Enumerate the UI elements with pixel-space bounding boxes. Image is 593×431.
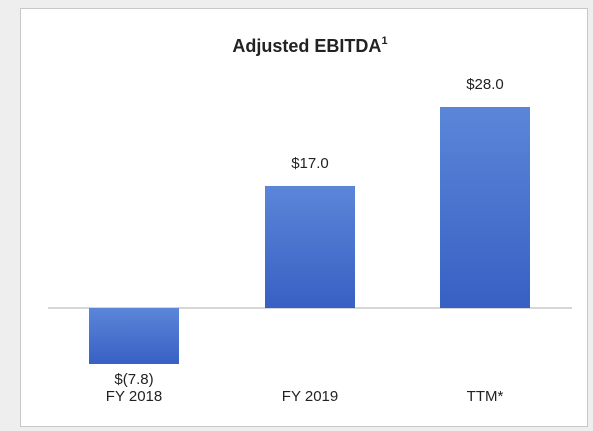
value-label: $28.0 bbox=[466, 76, 504, 93]
x-tick-label: TTM* bbox=[467, 388, 504, 405]
bar bbox=[440, 107, 530, 308]
bar bbox=[89, 308, 179, 364]
title-text: Adjusted EBITDA bbox=[232, 36, 381, 56]
value-label: $(7.8) bbox=[114, 371, 153, 388]
title-superscript: 1 bbox=[381, 35, 387, 47]
value-label: $17.0 bbox=[291, 155, 329, 172]
x-tick-label: FY 2018 bbox=[106, 388, 162, 405]
bar bbox=[265, 185, 355, 308]
x-tick-label: FY 2019 bbox=[282, 388, 338, 405]
chart-title: Adjusted EBITDA1 bbox=[232, 35, 387, 56]
